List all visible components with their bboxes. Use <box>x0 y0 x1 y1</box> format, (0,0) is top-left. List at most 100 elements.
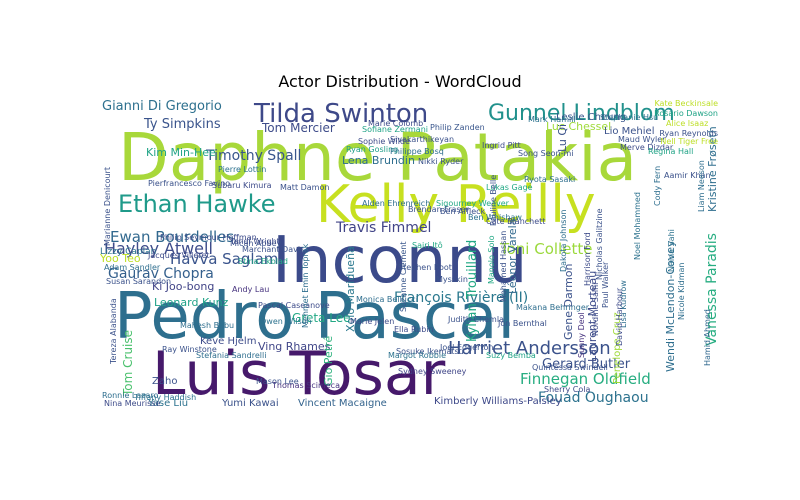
word-leonard-kunz: Leonard Kunz <box>154 296 229 309</box>
word-lukas-gage: Lukas Gage <box>486 183 533 192</box>
word-wendi-mclendon-covey: Wendi McLendon-Covey <box>664 240 677 372</box>
word-yase-liu: Yase Liu <box>147 398 188 409</box>
word-harriet-andersson: Harriet Andersson <box>448 338 611 359</box>
word-merve-dizdar: Merve Dizdar <box>620 143 674 152</box>
word-margot-robbie: Margot Robbie <box>388 351 446 360</box>
word-mysskin: Mysskin <box>436 275 468 284</box>
word-aamir-khan: Aamir Khan <box>664 171 711 180</box>
word-luc-chessel: Luc Chessel <box>546 120 611 133</box>
word-francois-riviere-ii: François Rivière (II) <box>394 290 528 306</box>
word-nicole-kidman: Nicole Kidman <box>677 263 686 321</box>
word-andy-lau: Andy Lau <box>232 285 269 294</box>
word-kate-beckinsale: Kate Beckinsale <box>654 99 718 108</box>
word-sosuke-ikematsu: Sosuke Ikematsu <box>396 347 464 356</box>
word-lena-brundin: Lena Brundin <box>342 154 415 167</box>
word-adam-sandler: Adam Sandler <box>104 263 161 272</box>
word-micah-abbey: Micah Abbey <box>230 239 282 248</box>
word-greta-lee: Greta Lee <box>292 311 350 325</box>
word-ryan-gosling: Ryan Gosling <box>346 145 398 154</box>
word-fouad-oughaou: Fouad Oughaou <box>538 390 649 406</box>
word-inconnu: Inconnu <box>272 224 527 298</box>
word-kelly-reilly: Kelly Reilly <box>316 175 596 235</box>
word-ben-whishaw: Ben Whishaw <box>468 213 522 222</box>
word-nicholas-galitzine: Nicholas Galitzine <box>595 208 604 280</box>
word-nordine-salhi: Nordine Salhi <box>591 283 600 336</box>
word-suzy-bemba: Suzy Bemba <box>486 351 536 360</box>
word-david-harbour: David Harbour <box>615 287 624 346</box>
word-marie-colomb: Marie Colomb <box>368 119 423 128</box>
word-regina-hall: Regina Hall <box>648 147 693 156</box>
word-makana-behringer: Makana Behringer <box>516 303 590 312</box>
chart-title: Actor Distribution - WordCloud <box>278 72 522 91</box>
word-marie-jelen: Marie Jelen <box>350 317 394 326</box>
word-sivakarthikeyan: Sivakarthikeyan <box>390 135 454 144</box>
word-gerard-butler: Gerard Butler <box>542 357 631 372</box>
word-tandi-wright: Tandi Wright <box>229 237 280 246</box>
word-timothy-spall: Timothy Spall <box>205 148 301 164</box>
word-jon-bernthal: Jon Bernthal <box>497 319 547 328</box>
word-alden-ehrenreich: Alden Ehrenreich <box>362 199 430 208</box>
word-joel-edgerton: Joel Edgerton <box>439 343 493 352</box>
word-marianne-denicourt: Marianne Denicourt <box>103 167 112 246</box>
word-ving-rhames: Ving Rhames <box>258 340 331 353</box>
word-philip-seymour-hoffman: Philip Seymour Hoffman <box>160 233 257 242</box>
word-manolo-solo: Manolo Solo <box>487 235 496 284</box>
word-kylian-trouillard: Kylian Trouillard <box>465 240 480 342</box>
word-kim-min-hee: Kim Min-Hee <box>146 146 216 159</box>
word-mahesh-babu: Mahesh Babu <box>180 321 234 330</box>
word-ki-joo-bong: Ki Joo-bong <box>152 280 214 293</box>
word-vincent-macaigne: Vincent Macaigne <box>298 398 387 409</box>
word-stina-ekblad: Stina Ekblad <box>238 257 288 266</box>
word-ingrid-pitt: Ingrid Pitt <box>482 141 521 150</box>
word-lizzy-caplan: Lizzy Caplan <box>100 247 156 257</box>
word-quintessa-swindell: Quintessa Swindell <box>532 363 608 372</box>
word-gianni-di-gregorio: Gianni Di Gregorio <box>102 99 222 114</box>
word-gio-petre: Gio Petré <box>322 336 335 386</box>
word-ewan-bourdelles: Ewan Bourdelles <box>110 228 234 246</box>
word-thomas-scimeca: Thomas Scimeca <box>271 381 340 390</box>
word-paul-walker: Paul Walker <box>601 261 610 308</box>
word-zaho: Zaho <box>152 376 177 387</box>
word-harrison-ford: Harrison Ford <box>583 232 592 286</box>
word-suzanne-clement: Suzanne Clément <box>398 241 408 312</box>
word-stephen-root: Stephen Root <box>398 263 452 272</box>
word-sherry-cola: Sherry Cola <box>544 385 590 394</box>
word-pierfrancesco-favino: Pierfrancesco Favino <box>148 179 230 188</box>
word-sigourney-weaver: Sigourney Weaver <box>436 199 510 208</box>
word-hayley-atwell: Hayley Atwell <box>104 239 213 258</box>
word-dakota-johnson: Dakota Johnson <box>559 210 568 272</box>
word-mehmet-emin-toprak: Mehmet Emin Toprak <box>301 243 310 328</box>
word-pedro-pascal: Pedro Pascal <box>114 280 515 354</box>
word-ben-affleck: Ben Affleck <box>440 207 486 216</box>
word-yumi-kawai: Yumi Kawai <box>221 398 279 409</box>
word-sofiane-zermani: Sofiane Zermani <box>362 125 428 134</box>
word-pierre-lottin: Pierre Lottin <box>218 165 266 174</box>
word-travis-fimmel: Travis Fimmel <box>335 220 431 236</box>
word-subaru-kimura: Subaru Kimura <box>212 181 272 190</box>
word-nikki-ryder: Nikki Ryder <box>418 157 464 166</box>
word-cloud: Daphne Patakia Inconnu Pedro Pascal Luis To… <box>100 96 720 410</box>
word-judith-chemla: Judith Chemla <box>447 315 504 324</box>
word-nell-tiger-free: Nell Tiger Free <box>660 137 718 146</box>
word-sunny-deol: Sunny Deol <box>577 312 586 358</box>
word-leonor-varela: Léonor Varela <box>506 219 519 294</box>
word-lisa-kudrow: Lisa Kudrow <box>619 280 628 328</box>
word-pascal-caseanove: Pascal Caseanove <box>258 301 330 310</box>
word-susan-sarandon: Susan Sarandon <box>106 277 171 286</box>
word-xolo-mariduena: Xolo Maridueña <box>344 246 357 332</box>
word-mark-hamill: Mark Hamill <box>528 115 576 124</box>
word-stephanie-hsu: Stephanie Hsu <box>600 113 658 122</box>
word-monica-bellucci: Monica Bellucci <box>356 295 418 304</box>
word-sophie-wilde: Sophie Wilde <box>358 137 410 146</box>
word-ryan-reynolds: Ryan Reynolds <box>659 129 718 138</box>
word-luis-tosar: Luis Tosar <box>152 339 446 409</box>
word-ronnie-lazaro: Ronnie Lazaro <box>102 391 158 400</box>
word-ty-simpkins: Ty Simpkins <box>143 117 221 132</box>
word-keve-hjelm: Keve Hjelm <box>200 336 256 347</box>
word-kimberly-williams-paisley: Kimberly Williams-Paisley <box>434 396 562 407</box>
word-marchant-davis: Marchant Davis <box>242 245 304 254</box>
word-alice-isaaz: Alice Isaaz <box>666 119 708 128</box>
word-sairi-ito: Sairi Itô <box>412 240 443 250</box>
word-havva-saglam: Havva Saglam <box>170 250 278 268</box>
